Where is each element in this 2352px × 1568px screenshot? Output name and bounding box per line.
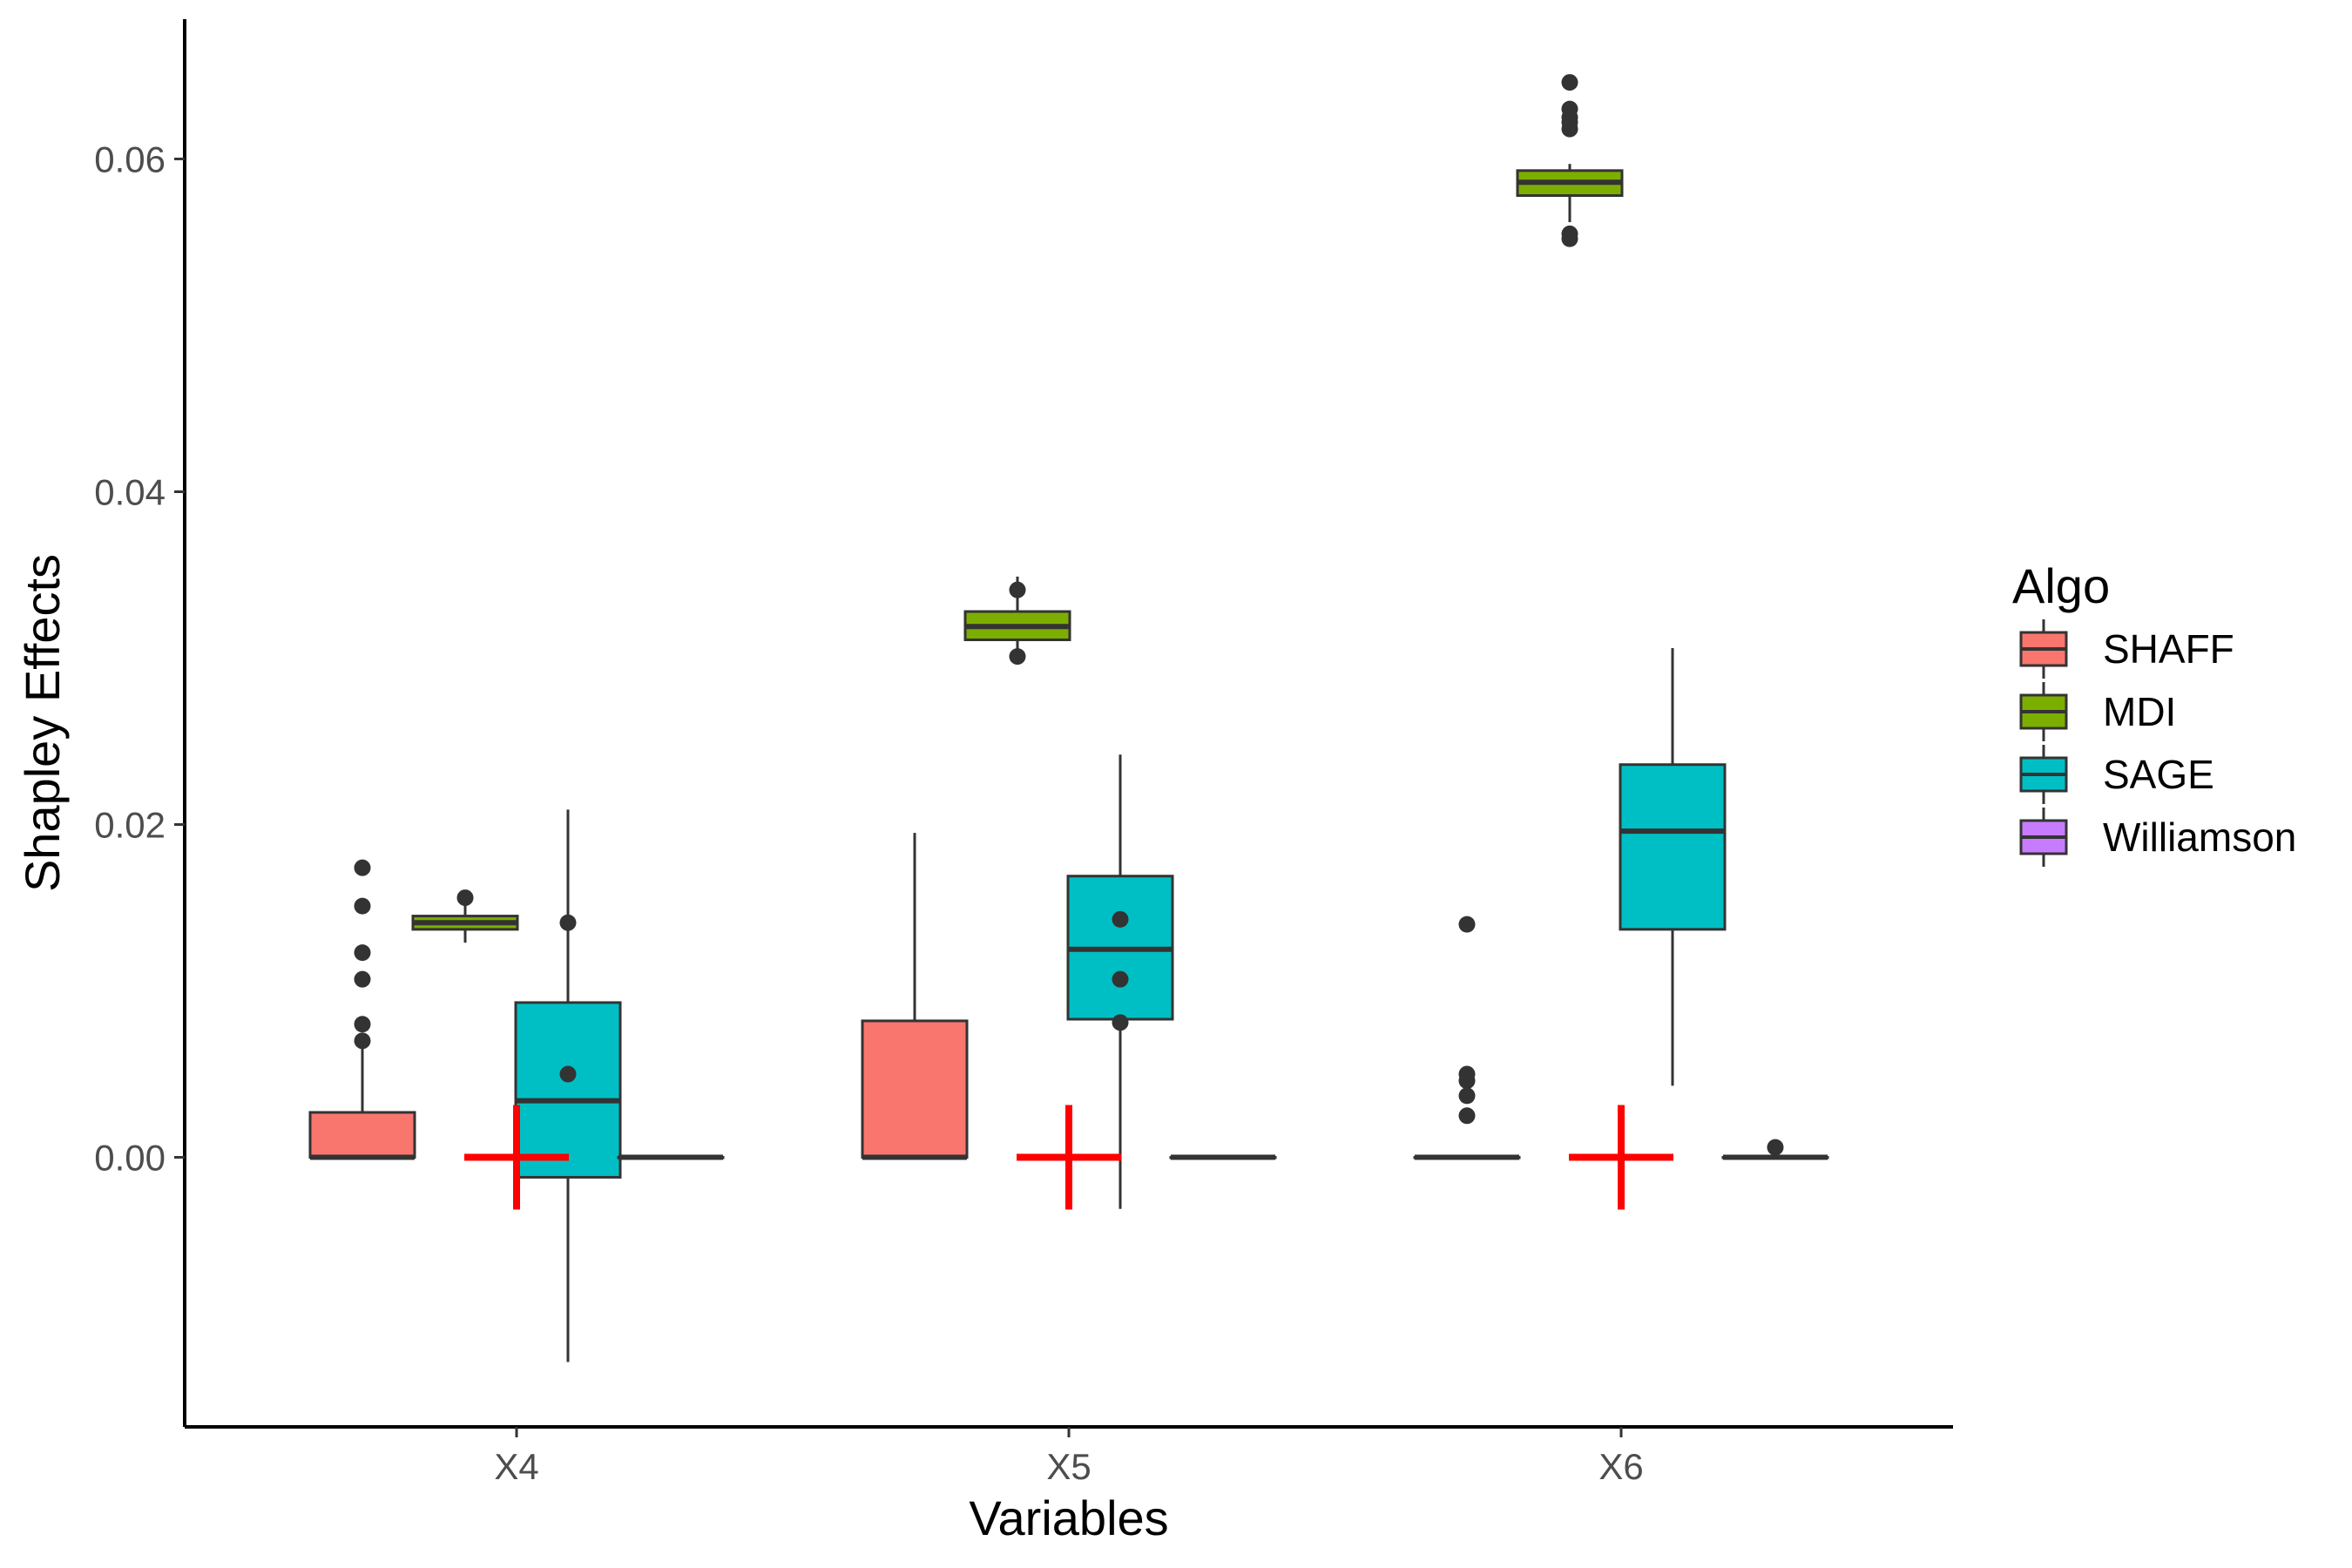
outlier-point — [559, 1065, 577, 1083]
box — [1619, 763, 1727, 931]
legend-label: SHAFF — [2103, 626, 2234, 672]
outlier-point — [1561, 100, 1578, 118]
reference-marker — [1569, 1105, 1673, 1210]
outlier-point — [1458, 1107, 1476, 1125]
y-axis-ticks: 0.00 0.02 0.04 0.06 — [94, 139, 185, 1179]
legend-label: SAGE — [2103, 752, 2214, 797]
series-sage — [514, 648, 1727, 1362]
outlier-point — [354, 1032, 371, 1050]
outlier-point — [354, 859, 371, 876]
legend-item-williamson: Williamson — [2019, 808, 2296, 867]
legend-item-shaff: SHAFF — [2019, 619, 2234, 679]
outlier-point — [354, 1016, 371, 1033]
outlier-point — [1561, 74, 1578, 91]
plot-area — [308, 74, 1829, 1362]
reference-marker — [1017, 1105, 1121, 1210]
y-tick-label: 0.00 — [94, 1138, 166, 1179]
outlier-point — [1561, 230, 1578, 247]
x-tick-label: X6 — [1598, 1446, 1643, 1487]
outlier-point — [354, 944, 371, 962]
reference-marker — [464, 1105, 569, 1210]
legend-label: MDI — [2103, 689, 2176, 734]
y-tick-label: 0.02 — [94, 805, 166, 846]
outlier-point — [354, 897, 371, 915]
x-axis-title: Variables — [969, 1490, 1168, 1545]
series-shaff — [308, 833, 1521, 1160]
outlier-point — [1458, 1087, 1476, 1105]
series-williamson — [617, 1139, 1829, 1160]
x-axis-ticks: X4 X5 X6 — [494, 1427, 1644, 1487]
box — [514, 1001, 622, 1179]
x-tick-label: X4 — [494, 1446, 538, 1487]
outlier-point — [1009, 648, 1026, 666]
outlier-point — [1458, 916, 1476, 933]
y-tick-label: 0.04 — [94, 471, 166, 512]
series-mdi — [411, 74, 1624, 943]
outlier-point — [354, 970, 371, 988]
outlier-point — [1112, 1014, 1129, 1031]
legend-item-mdi: MDI — [2019, 682, 2176, 741]
legend: Algo SHAFF MDI SAGE Williamson — [2012, 558, 2296, 867]
box — [861, 1019, 969, 1159]
outlier-point — [1767, 1139, 1784, 1156]
y-axis-title: Shapley Effects — [15, 554, 70, 892]
outlier-point — [1458, 1065, 1476, 1083]
legend-label: Williamson — [2103, 814, 2296, 860]
y-tick-label: 0.06 — [94, 139, 166, 179]
x-tick-label: X5 — [1046, 1446, 1091, 1487]
outlier-point — [456, 889, 474, 907]
legend-title: Algo — [2012, 558, 2110, 613]
legend-item-sage: SAGE — [2019, 745, 2214, 804]
outlier-point — [1009, 581, 1026, 598]
outlier-point — [1112, 910, 1129, 928]
outlier-point — [559, 914, 577, 931]
outlier-point — [1112, 970, 1129, 988]
box — [308, 1111, 416, 1159]
